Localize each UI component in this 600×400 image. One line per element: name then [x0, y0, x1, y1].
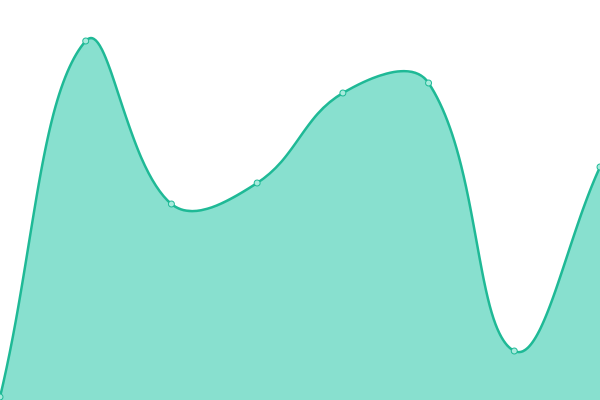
data-point: [167, 200, 175, 208]
data-point: [510, 347, 518, 355]
data-point: [596, 163, 600, 171]
data-point: [253, 179, 261, 187]
area-line: [0, 36, 600, 398]
data-point: [0, 393, 4, 400]
data-point: [82, 37, 90, 45]
data-point: [425, 79, 433, 87]
data-point: [339, 89, 347, 97]
area-fill: [0, 38, 600, 400]
